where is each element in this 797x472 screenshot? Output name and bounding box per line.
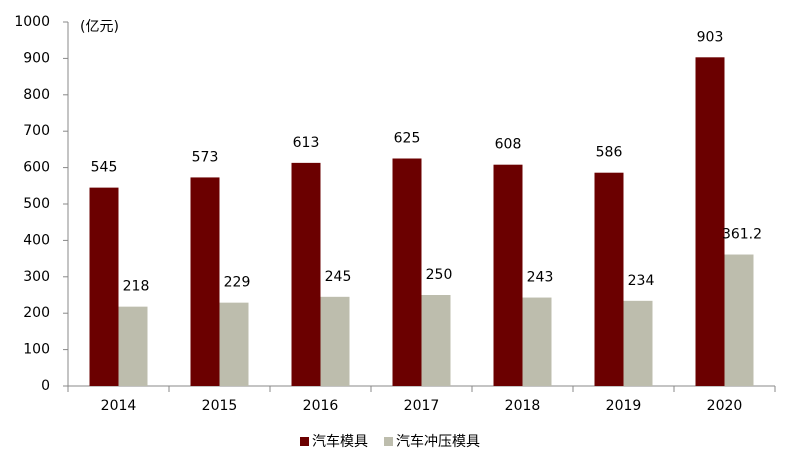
bar — [724, 254, 754, 386]
value-label: 218 — [123, 279, 150, 295]
x-tick-label: 2015 — [202, 398, 238, 414]
bar — [695, 57, 725, 387]
bar — [190, 177, 220, 386]
value-label: 625 — [394, 131, 421, 147]
x-tick-label: 2016 — [303, 398, 339, 414]
legend-swatch — [384, 437, 393, 446]
y-tick-label: 1000 — [14, 14, 50, 30]
bar — [89, 187, 119, 386]
y-tick-label: 900 — [23, 50, 50, 66]
x-tick-label: 2019 — [606, 398, 642, 414]
y-tick-label: 500 — [23, 196, 50, 212]
value-label: 573 — [192, 149, 219, 165]
value-label: 586 — [596, 145, 623, 161]
y-tick-label: 0 — [41, 378, 50, 394]
bar — [118, 306, 148, 386]
legend-swatch — [300, 437, 309, 446]
value-label: 613 — [293, 135, 320, 151]
y-tick-label: 100 — [23, 342, 50, 358]
y-tick-label: 200 — [23, 305, 50, 321]
value-label: 545 — [91, 160, 118, 176]
value-label: 229 — [224, 275, 251, 291]
value-label: 361.2 — [722, 227, 762, 243]
bar — [320, 296, 350, 386]
value-label: 245 — [325, 269, 352, 285]
bar — [421, 295, 451, 386]
legend-label: 汽车冲压模具 — [396, 433, 480, 450]
bar — [493, 164, 523, 386]
unit-label: (亿元) — [80, 19, 119, 35]
bar — [291, 162, 321, 386]
bar — [522, 297, 552, 386]
bar — [623, 300, 653, 386]
value-label: 608 — [495, 137, 522, 153]
y-tick-label: 700 — [23, 123, 50, 139]
value-label: 250 — [426, 267, 453, 283]
y-tick-label: 300 — [23, 269, 50, 285]
x-tick-label: 2017 — [404, 398, 440, 414]
y-tick-label: 800 — [23, 87, 50, 103]
y-tick-label: 400 — [23, 232, 50, 248]
bar — [594, 172, 624, 386]
x-tick-label: 2018 — [505, 398, 541, 414]
bar — [219, 302, 249, 386]
bar — [392, 158, 422, 386]
x-tick-label: 2014 — [101, 398, 137, 414]
value-label: 243 — [527, 270, 554, 286]
x-tick-label: 2020 — [707, 398, 743, 414]
value-label: 234 — [628, 273, 655, 289]
value-label: 903 — [697, 29, 724, 45]
y-tick-label: 600 — [23, 160, 50, 176]
legend-label: 汽车模具 — [312, 433, 368, 450]
